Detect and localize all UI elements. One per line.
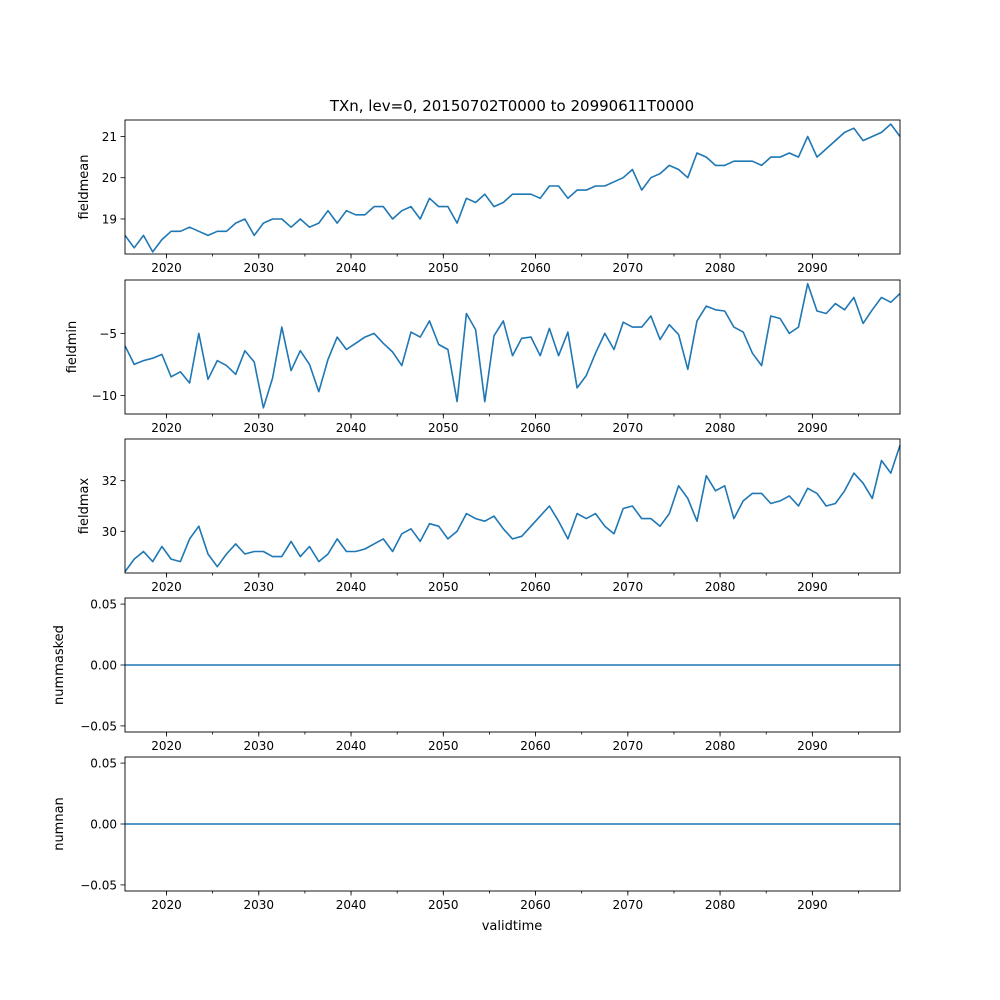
panel-numnan: 2020 2030 2040 2050 2060 2070 2080 2090 −0.05 0.0… xyxy=(52,756,901,912)
y-tick-label: 0.00 xyxy=(90,818,117,832)
x-tick-label: 2030 xyxy=(244,739,275,753)
axes-frame xyxy=(124,756,901,892)
panel-fieldmin: 2020 2030 2040 2050 2060 2070 2080 2090 −10 −5 fie… xyxy=(65,279,901,435)
axes-frame xyxy=(124,438,901,574)
x-tick-label: 2050 xyxy=(428,739,459,753)
x-tick-label: 2080 xyxy=(705,898,736,912)
x-tick-label: 2080 xyxy=(705,739,736,753)
panel-nummasked: 2020 2030 2040 2050 2060 2070 2080 2090 −0.05 0.0… xyxy=(52,597,901,753)
y-tick-label: 0.00 xyxy=(90,659,117,673)
y-tick-label: −5 xyxy=(99,327,117,341)
y-tick-label: 19 xyxy=(102,212,117,226)
axes-frame xyxy=(124,119,901,255)
x-tick-label: 2050 xyxy=(428,580,459,594)
x-tick-label: 2080 xyxy=(705,261,736,275)
x-tick-label: 2030 xyxy=(244,421,275,435)
x-tick-label: 2080 xyxy=(705,421,736,435)
x-tick-label: 2070 xyxy=(613,261,644,275)
series-line-fieldmin xyxy=(124,282,901,409)
x-tick-label: 2060 xyxy=(520,898,551,912)
x-tick-label: 2020 xyxy=(151,580,182,594)
x-tick-label: 2060 xyxy=(520,739,551,753)
x-tick-label: 2020 xyxy=(151,898,182,912)
x-tick-label: 2040 xyxy=(336,739,367,753)
panel-fieldmax: 2020 2030 2040 2050 2060 2070 2080 2090 30 32 fiel… xyxy=(77,438,901,594)
x-tick-label: 2020 xyxy=(151,261,182,275)
x-tick-label: 2050 xyxy=(428,898,459,912)
x-tick-label: 2030 xyxy=(244,580,275,594)
x-tick-label: 2050 xyxy=(428,261,459,275)
x-tick-label: 2090 xyxy=(797,898,828,912)
x-tick-label: 2090 xyxy=(797,739,828,753)
y-tick-label: 20 xyxy=(102,171,117,185)
x-tick-label: 2040 xyxy=(336,898,367,912)
x-tick-label: 2020 xyxy=(151,739,182,753)
y-tick-label: 21 xyxy=(102,130,117,144)
x-tick-label: 2060 xyxy=(520,580,551,594)
x-tick-label: 2040 xyxy=(336,580,367,594)
x-axis-label: validtime xyxy=(482,919,543,934)
x-tick-label: 2040 xyxy=(336,421,367,435)
x-tick-label: 2070 xyxy=(613,421,644,435)
y-tick-label: 0.05 xyxy=(90,757,117,771)
y-axis-label: nummasked xyxy=(52,625,67,705)
x-tick-label: 2020 xyxy=(151,421,182,435)
x-tick-label: 2040 xyxy=(336,261,367,275)
subplot-stack: 2020 2030 2040 2050 2060 2070 2080 2090 19 20 21 fi… xyxy=(52,119,901,912)
y-tick-label: 30 xyxy=(102,525,117,539)
x-tick-label: 2090 xyxy=(797,421,828,435)
x-tick-label: 2070 xyxy=(613,898,644,912)
y-axis-label: fieldmin xyxy=(65,321,80,374)
axes-frame xyxy=(124,279,901,415)
x-tick-label: 2060 xyxy=(520,421,551,435)
y-axis-label: fieldmax xyxy=(77,478,92,535)
x-tick-label: 2090 xyxy=(797,261,828,275)
series-line-fieldmean xyxy=(124,123,901,253)
x-tick-label: 2060 xyxy=(520,261,551,275)
x-tick-label: 2030 xyxy=(244,261,275,275)
x-tick-label: 2030 xyxy=(244,898,275,912)
y-tick-label: 0.05 xyxy=(90,598,117,612)
x-tick-label: 2090 xyxy=(797,580,828,594)
x-tick-label: 2070 xyxy=(613,580,644,594)
y-axis-label: fieldmean xyxy=(77,155,92,220)
y-tick-label: 32 xyxy=(102,474,117,488)
series-line-fieldmax xyxy=(124,445,901,573)
axes-frame xyxy=(124,597,901,733)
panel-fieldmean: 2020 2030 2040 2050 2060 2070 2080 2090 19 20 21 fi… xyxy=(77,119,901,275)
y-tick-label: −0.05 xyxy=(80,878,117,892)
y-tick-label: −0.05 xyxy=(80,719,117,733)
x-tick-label: 2050 xyxy=(428,421,459,435)
x-tick-label: 2080 xyxy=(705,580,736,594)
x-tick-label: 2070 xyxy=(613,739,644,753)
y-tick-label: −10 xyxy=(92,389,117,403)
figure-title: TXn, lev=0, 20150702T0000 to 20990611T00… xyxy=(329,97,694,115)
y-axis-label: numnan xyxy=(52,797,67,851)
